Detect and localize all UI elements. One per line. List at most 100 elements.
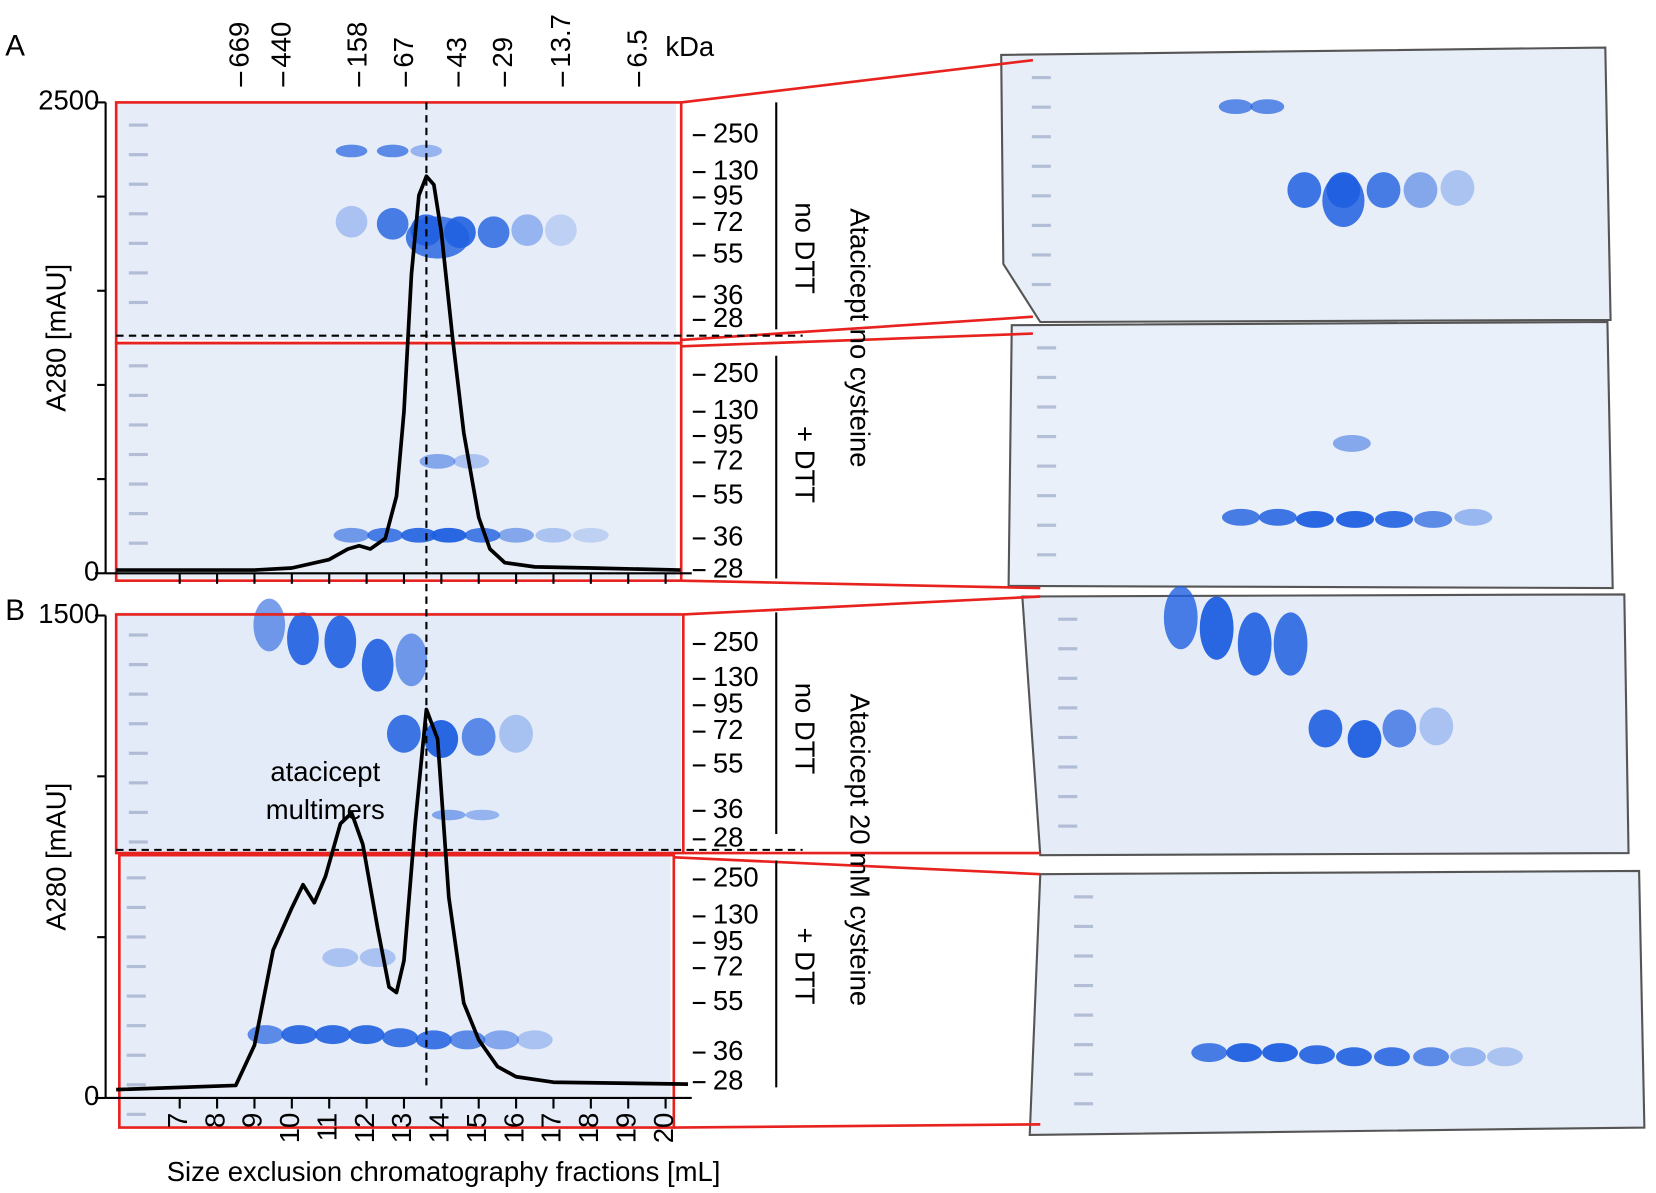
connector [681,58,1034,104]
ladder-band [128,153,148,157]
standard-label: 13.7 [545,14,576,67]
gel-band [477,216,510,249]
gel-band [415,1030,452,1050]
gel-band [431,809,466,821]
ladder-band [1074,1043,1094,1047]
gel-band [499,714,533,753]
ladder-band [128,452,148,457]
ladder-label: 130 [713,394,759,425]
ladder-band [1037,346,1057,350]
gel-band [324,615,357,669]
gel-band [535,527,572,543]
x-tick-label: 15 [461,1113,492,1144]
gel [116,343,676,579]
gel-band [1273,612,1308,676]
connector [673,1123,1041,1129]
gel-band [1419,707,1454,746]
x-tick-label: 10 [274,1113,305,1144]
ladder-band [126,1024,146,1028]
gel-band [410,144,443,158]
ladder-label: 72 [713,714,744,745]
ladder-band [128,300,148,305]
ladder-label: 95 [713,687,744,718]
x-axis-label: Size exclusion chromatography fractions … [167,1156,721,1187]
annotation: multimers [266,794,385,825]
gel-band [1440,169,1475,206]
y-tick-label: 0 [84,1080,99,1111]
ladder-band [128,541,148,545]
gel-band [376,207,409,240]
gel-band [281,1025,318,1045]
zoom-boxes [114,58,1041,1129]
ladder-band [1058,676,1078,680]
gel-band [1299,1045,1335,1065]
ladder-band [1058,706,1078,710]
ladder-band [1037,375,1057,380]
ladder-band [128,633,148,637]
gel-band [1487,1047,1523,1067]
ladder-label: 55 [713,478,744,509]
gel-band [1287,172,1322,208]
ladder-band [128,810,148,814]
gel-band [419,453,456,469]
gel-band [1332,434,1371,452]
ladder-label: 55 [713,238,744,269]
gel-photo [1007,320,1614,590]
ladder-band [126,994,146,998]
gel-band [333,527,370,543]
gel-band [498,527,534,543]
gel-band [400,527,437,543]
ladder-label: 250 [713,357,759,388]
ladder-band [128,840,148,844]
ladder-label: 72 [713,950,744,981]
ladder-label: 28 [713,822,744,853]
gel-band [335,205,368,238]
gel-band [511,214,544,246]
standard-label: 67 [388,37,419,68]
ladder-band [1074,1102,1094,1106]
ladder-label: 28 [713,552,744,583]
condition-label: + DTT [789,426,820,503]
x-tick-label: 18 [573,1113,604,1144]
x-tick-label: 13 [386,1113,417,1144]
gel-band [464,527,501,543]
gel-band [1450,1047,1486,1067]
ladder-band [1074,954,1094,958]
gel-band [430,527,467,543]
zoom-box [114,341,683,582]
ladder-band [128,751,148,755]
x-tick-label: 7 [162,1113,193,1128]
x-tick-label: 17 [536,1113,567,1144]
x-tick-label: 14 [424,1113,455,1144]
gel-band [1335,510,1375,528]
ladder-band [128,271,148,275]
zoom-box [114,613,685,855]
x-tick-label: 16 [498,1113,529,1144]
side-label: Atacicept no cysteine [844,208,875,467]
standard-label: 669 [223,22,254,68]
connector [683,595,1041,616]
ladder-band [1074,895,1094,899]
ladder-band [1031,253,1051,257]
gel-photo [1028,869,1646,1137]
connector [681,579,1041,590]
ladder-band [1037,405,1057,409]
ladder-label: 95 [713,418,744,449]
ladder-label: 72 [713,445,744,476]
gel-band [1322,174,1365,227]
gel-band [1262,1043,1298,1063]
standard-label: 29 [487,37,518,68]
gel-band [382,1028,419,1048]
gels [116,46,1646,1137]
y-tick-label: 2500 [38,85,99,116]
x-tick-label: 8 [199,1113,230,1128]
ladder-band [1074,1072,1094,1076]
condition-label: no DTT [789,202,820,294]
gel-band [465,809,500,821]
trace [116,174,681,572]
ladder-band [126,905,146,910]
gel-band [1295,510,1334,528]
ladder-band [126,935,146,939]
gel-band [1414,510,1453,528]
y-axis-label: A280 [mAU] [40,264,71,412]
